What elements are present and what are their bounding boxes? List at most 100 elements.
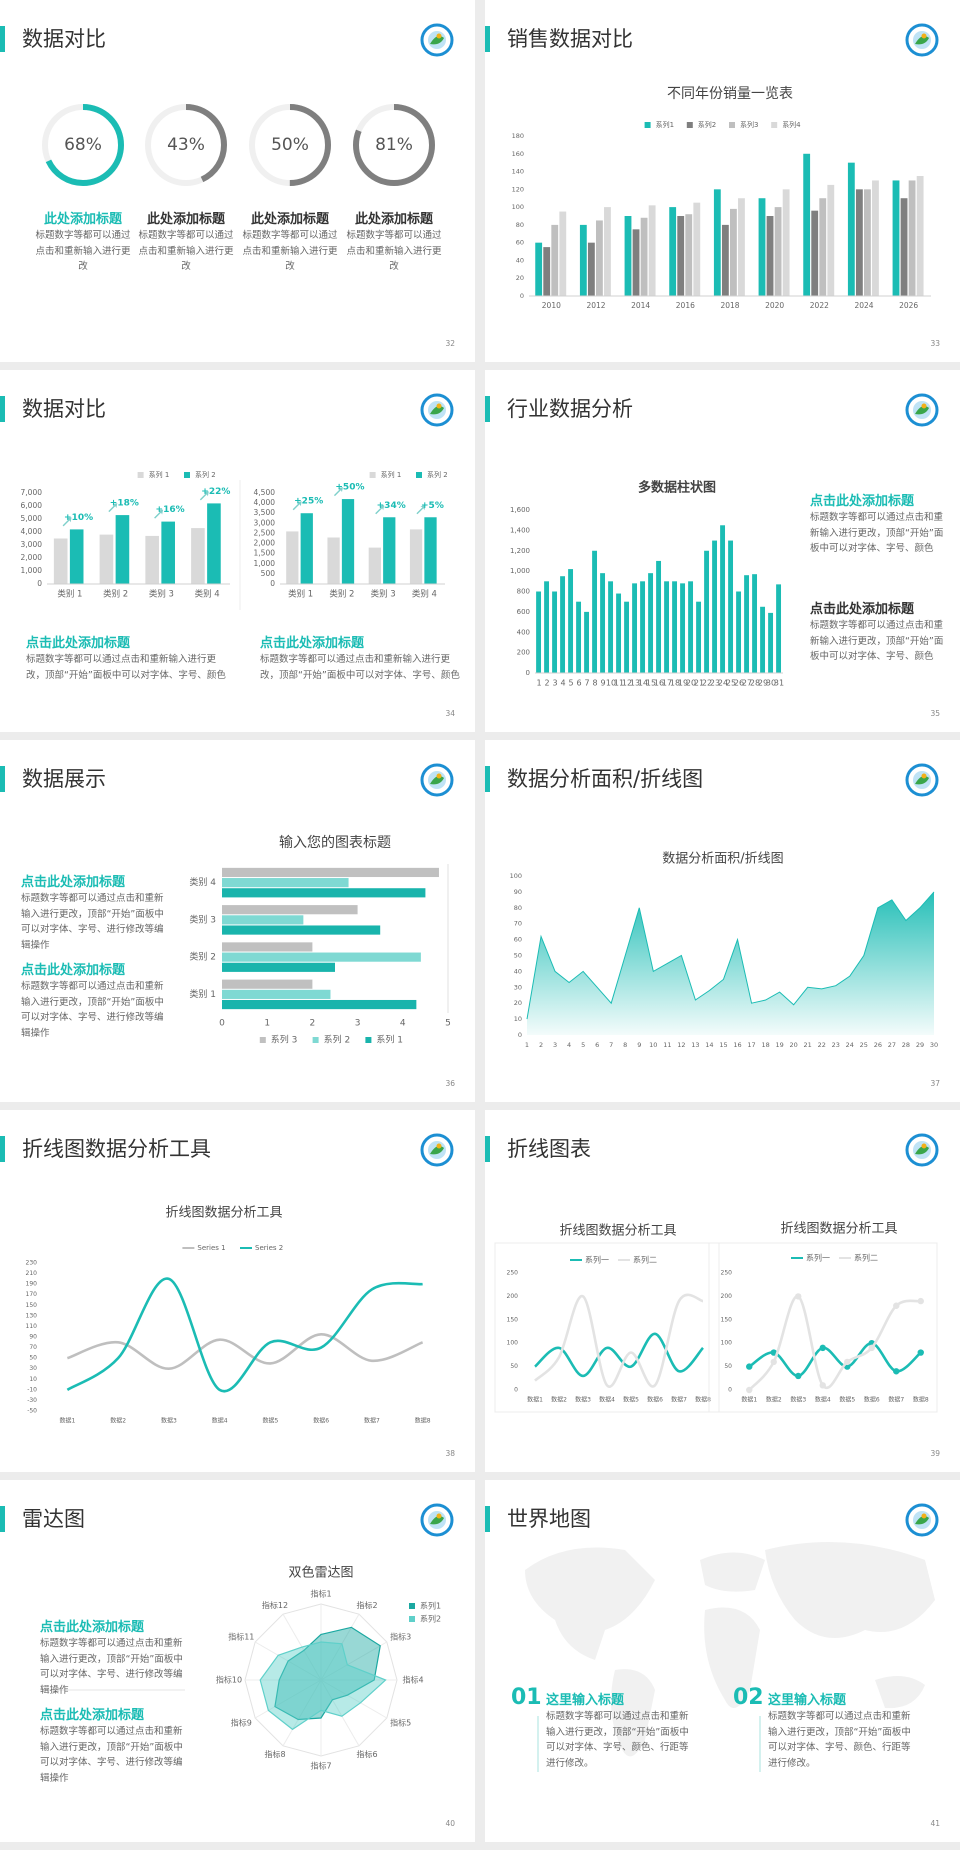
slide-title: 销售数据对比	[507, 27, 633, 51]
bar	[191, 528, 205, 584]
block-heading: 点击此处添加标题	[21, 963, 126, 978]
title-bar	[485, 1136, 490, 1162]
marker	[917, 1349, 924, 1356]
x-tick-label: 21	[694, 679, 704, 688]
slide-canvas: 世界地图 41 01 02	[485, 1503, 940, 1828]
marker	[819, 1382, 826, 1389]
slide-title: 数据展示	[22, 767, 106, 791]
y-tick-label: 20	[516, 274, 524, 282]
logo-leaf	[915, 1516, 929, 1525]
bar	[600, 573, 606, 673]
x-tick-label: 1	[264, 1019, 270, 1029]
logo-sun	[921, 1513, 927, 1519]
logo-leaf	[430, 36, 444, 45]
marker	[770, 1358, 777, 1366]
bar	[584, 611, 590, 673]
legend-swatch	[369, 472, 376, 478]
radar-label: 指标9	[231, 1718, 252, 1728]
x-tick-label: 类别 3	[371, 589, 396, 600]
legend-label: 系列 1	[381, 470, 402, 479]
slide: 数据展示 36 输入您的图表标题 0 1 2 3 4 5 类别 1 类别 2 类别 3 类别 4 系列 3…	[0, 740, 475, 1102]
page-number: 32	[445, 339, 455, 348]
legend-label: 系列二	[854, 1253, 878, 1263]
y-tick-label: 6,000	[21, 501, 43, 510]
bar	[736, 591, 742, 673]
y-tick-label: 200	[507, 1293, 519, 1300]
x-tick-label: 6	[576, 679, 581, 688]
block-text: 标题数字等都可以通过点击和重新输入进行更改，顶部“开始”面板中可以对字体、字号、…	[810, 512, 944, 555]
x-tick-label: 19	[775, 1041, 783, 1049]
x-tick-label: 2022	[810, 301, 829, 310]
y-tick-label: 2,500	[254, 528, 276, 537]
chart-title: 双色雷达图	[288, 1565, 353, 1581]
x-tick-label: 类别 2	[103, 589, 128, 600]
x-tick-label: 26	[734, 679, 744, 688]
bar	[222, 925, 381, 935]
bar	[738, 198, 745, 296]
bar	[161, 521, 175, 584]
slide: 销售数据对比 33 不同年份销量一览表 系列1 系列2 系列3 系列4 0 20 40 60 80 10…	[485, 0, 960, 362]
x-tick-label: 23	[710, 679, 720, 688]
ring-arc	[42, 104, 124, 186]
bar	[69, 529, 84, 584]
radar-label: 指标7	[310, 1761, 331, 1771]
x-tick-label: 28	[902, 1041, 910, 1049]
bar	[99, 534, 114, 584]
title-bar	[0, 26, 5, 52]
bar	[819, 198, 827, 296]
radar-label: 指标10	[216, 1675, 242, 1685]
y-tick-label: 100	[721, 1340, 733, 1347]
bar	[222, 915, 304, 925]
bar	[327, 537, 340, 584]
plot-frame	[708, 1242, 938, 1413]
x-tick-label: 5	[445, 1019, 451, 1029]
x-tick-label: 20	[790, 1041, 798, 1049]
line	[748, 1295, 921, 1391]
logo-leaf	[915, 406, 929, 415]
x-tick-label: 数据2	[766, 1396, 782, 1404]
slide: 折线图表 39 折线图数据分析工具 系列一 系列二 0 50 100 150 200 250 数据1 数…	[485, 1110, 960, 1472]
marker	[868, 1344, 875, 1352]
x-tick-label: 23	[832, 1041, 840, 1049]
x-tick-label: 4	[567, 1041, 571, 1049]
bar	[696, 601, 702, 673]
block-heading: 此处添加标题	[354, 212, 433, 227]
slide-title: 世界地图	[507, 1507, 591, 1531]
block-text: 标题数字等都可以通过点击和重新输入进行更改，顶部“开始”面板中可以对字体、字号、…	[260, 654, 460, 681]
x-tick-label: 25	[726, 679, 736, 688]
x-tick-label: 数据6	[864, 1396, 880, 1404]
legend-label: 系列2	[698, 120, 716, 129]
x-tick-label: 4	[400, 1019, 406, 1029]
y-tick-label: 190	[26, 1281, 38, 1288]
radar-area	[274, 1626, 381, 1721]
x-tick-label: 5	[568, 679, 573, 688]
x-tick-label: 2024	[854, 301, 873, 310]
bar	[872, 180, 879, 296]
x-tick-label: 数据5	[839, 1396, 855, 1404]
bar	[774, 207, 782, 296]
title-bar	[0, 396, 5, 422]
bar	[222, 888, 426, 898]
bar	[704, 550, 710, 673]
arrow-icon	[199, 491, 209, 501]
bar	[632, 583, 638, 673]
legend-label: Series 2	[255, 1244, 283, 1252]
bar	[535, 242, 543, 296]
y-tick-label: 130	[26, 1312, 38, 1319]
y-tick-label: 120	[512, 185, 524, 193]
x-tick-label: 27	[742, 679, 752, 688]
radar-spoke	[320, 1679, 360, 1747]
x-tick-label: 1	[525, 1041, 529, 1049]
chart-title: 输入您的图表标题	[279, 834, 391, 851]
y-tick-label: 2,000	[254, 539, 276, 548]
x-tick-label: 类别 3	[149, 589, 174, 600]
arrow-icon	[333, 487, 343, 497]
slide-title: 折线图数据分析工具	[22, 1137, 211, 1161]
radar-label: 指标8	[264, 1749, 285, 1759]
line	[526, 891, 935, 1020]
y-tick-label: 400	[517, 628, 530, 636]
bar	[115, 515, 130, 584]
y-tick-label: 50	[510, 1363, 518, 1370]
